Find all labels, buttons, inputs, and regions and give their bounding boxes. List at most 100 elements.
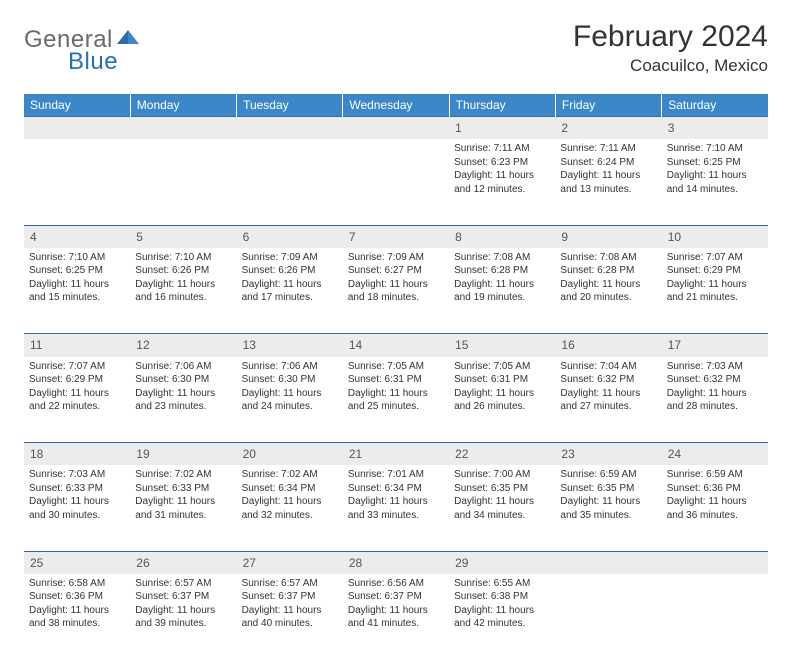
day-number: 4: [24, 225, 130, 248]
weekday-header: Tuesday: [237, 94, 343, 117]
day-details: [24, 139, 130, 225]
day-number: 2: [555, 117, 661, 140]
sunrise-text: Sunrise: 7:00 AM: [454, 468, 550, 482]
daylight-text: Daylight: 11 hours and 27 minutes.: [560, 387, 656, 414]
day-number: 13: [237, 334, 343, 357]
daylight-text: Daylight: 11 hours and 39 minutes.: [135, 604, 231, 631]
detail-row: Sunrise: 7:07 AMSunset: 6:29 PMDaylight:…: [24, 357, 768, 443]
day-number: 11: [24, 334, 130, 357]
daynum-row: 45678910: [24, 225, 768, 248]
sunrise-text: Sunrise: 7:03 AM: [29, 468, 125, 482]
daylight-text: Daylight: 11 hours and 42 minutes.: [454, 604, 550, 631]
sunset-text: Sunset: 6:30 PM: [242, 373, 338, 387]
brand-triangle-icon: [117, 28, 139, 46]
sunset-text: Sunset: 6:27 PM: [348, 264, 444, 278]
daylight-text: Daylight: 11 hours and 18 minutes.: [348, 278, 444, 305]
detail-row: Sunrise: 7:03 AMSunset: 6:33 PMDaylight:…: [24, 465, 768, 551]
sunset-text: Sunset: 6:26 PM: [135, 264, 231, 278]
sunset-text: Sunset: 6:36 PM: [667, 482, 763, 496]
day-details: [343, 139, 449, 225]
day-number: 6: [237, 225, 343, 248]
sunrise-text: Sunrise: 7:09 AM: [348, 251, 444, 265]
daynum-row: 18192021222324: [24, 443, 768, 466]
daylight-text: Daylight: 11 hours and 12 minutes.: [454, 169, 550, 196]
sunrise-text: Sunrise: 7:10 AM: [135, 251, 231, 265]
day-number: 1: [449, 117, 555, 140]
daylight-text: Daylight: 11 hours and 13 minutes.: [560, 169, 656, 196]
sunset-text: Sunset: 6:33 PM: [135, 482, 231, 496]
sunrise-text: Sunrise: 7:11 AM: [454, 142, 550, 156]
sunrise-text: Sunrise: 7:10 AM: [29, 251, 125, 265]
sunrise-text: Sunrise: 6:56 AM: [348, 577, 444, 591]
day-details: Sunrise: 7:03 AMSunset: 6:32 PMDaylight:…: [662, 357, 768, 443]
day-details: Sunrise: 7:11 AMSunset: 6:24 PMDaylight:…: [555, 139, 661, 225]
day-details: [130, 139, 236, 225]
daylight-text: Daylight: 11 hours and 16 minutes.: [135, 278, 231, 305]
day-details: Sunrise: 6:59 AMSunset: 6:35 PMDaylight:…: [555, 465, 661, 551]
sunrise-text: Sunrise: 7:02 AM: [242, 468, 338, 482]
daylight-text: Daylight: 11 hours and 15 minutes.: [29, 278, 125, 305]
day-details: Sunrise: 6:57 AMSunset: 6:37 PMDaylight:…: [130, 574, 236, 660]
day-number: 25: [24, 551, 130, 574]
daylight-text: Daylight: 11 hours and 28 minutes.: [667, 387, 763, 414]
day-number: 10: [662, 225, 768, 248]
day-number: 5: [130, 225, 236, 248]
sunrise-text: Sunrise: 7:08 AM: [454, 251, 550, 265]
day-number: [130, 117, 236, 140]
page-title: February 2024: [573, 20, 768, 54]
brand-name-2: Blue: [68, 48, 118, 75]
daylight-text: Daylight: 11 hours and 20 minutes.: [560, 278, 656, 305]
sunset-text: Sunset: 6:36 PM: [29, 590, 125, 604]
weekday-header: Wednesday: [343, 94, 449, 117]
day-number: 9: [555, 225, 661, 248]
daylight-text: Daylight: 11 hours and 41 minutes.: [348, 604, 444, 631]
daylight-text: Daylight: 11 hours and 32 minutes.: [242, 495, 338, 522]
sunrise-text: Sunrise: 7:06 AM: [135, 360, 231, 374]
daylight-text: Daylight: 11 hours and 33 minutes.: [348, 495, 444, 522]
daylight-text: Daylight: 11 hours and 14 minutes.: [667, 169, 763, 196]
daylight-text: Daylight: 11 hours and 24 minutes.: [242, 387, 338, 414]
day-number: [343, 117, 449, 140]
day-details: Sunrise: 7:02 AMSunset: 6:34 PMDaylight:…: [237, 465, 343, 551]
weekday-header-row: Sunday Monday Tuesday Wednesday Thursday…: [24, 94, 768, 117]
day-details: Sunrise: 6:56 AMSunset: 6:37 PMDaylight:…: [343, 574, 449, 660]
sunset-text: Sunset: 6:33 PM: [29, 482, 125, 496]
sunrise-text: Sunrise: 7:07 AM: [29, 360, 125, 374]
day-details: Sunrise: 7:06 AMSunset: 6:30 PMDaylight:…: [130, 357, 236, 443]
day-number: 23: [555, 443, 661, 466]
day-number: [237, 117, 343, 140]
daynum-row: 11121314151617: [24, 334, 768, 357]
day-details: [237, 139, 343, 225]
day-number: 22: [449, 443, 555, 466]
sunset-text: Sunset: 6:34 PM: [242, 482, 338, 496]
day-details: Sunrise: 6:55 AMSunset: 6:38 PMDaylight:…: [449, 574, 555, 660]
daylight-text: Daylight: 11 hours and 34 minutes.: [454, 495, 550, 522]
daylight-text: Daylight: 11 hours and 31 minutes.: [135, 495, 231, 522]
sunset-text: Sunset: 6:34 PM: [348, 482, 444, 496]
day-number: 7: [343, 225, 449, 248]
detail-row: Sunrise: 7:11 AMSunset: 6:23 PMDaylight:…: [24, 139, 768, 225]
daylight-text: Daylight: 11 hours and 22 minutes.: [29, 387, 125, 414]
day-details: Sunrise: 7:05 AMSunset: 6:31 PMDaylight:…: [343, 357, 449, 443]
daylight-text: Daylight: 11 hours and 36 minutes.: [667, 495, 763, 522]
sunrise-text: Sunrise: 6:59 AM: [560, 468, 656, 482]
day-number: 16: [555, 334, 661, 357]
daylight-text: Daylight: 11 hours and 35 minutes.: [560, 495, 656, 522]
day-details: Sunrise: 7:10 AMSunset: 6:25 PMDaylight:…: [24, 248, 130, 334]
sunrise-text: Sunrise: 6:57 AM: [242, 577, 338, 591]
sunset-text: Sunset: 6:35 PM: [454, 482, 550, 496]
day-number: 19: [130, 443, 236, 466]
sunset-text: Sunset: 6:37 PM: [348, 590, 444, 604]
daylight-text: Daylight: 11 hours and 30 minutes.: [29, 495, 125, 522]
daylight-text: Daylight: 11 hours and 26 minutes.: [454, 387, 550, 414]
sunrise-text: Sunrise: 7:08 AM: [560, 251, 656, 265]
daylight-text: Daylight: 11 hours and 38 minutes.: [29, 604, 125, 631]
sunrise-text: Sunrise: 6:55 AM: [454, 577, 550, 591]
day-number: [555, 551, 661, 574]
day-details: Sunrise: 7:00 AMSunset: 6:35 PMDaylight:…: [449, 465, 555, 551]
header: General Blue February 2024 Coacuilco, Me…: [24, 20, 768, 76]
day-number: 12: [130, 334, 236, 357]
day-details: Sunrise: 7:09 AMSunset: 6:27 PMDaylight:…: [343, 248, 449, 334]
sunset-text: Sunset: 6:37 PM: [135, 590, 231, 604]
sunset-text: Sunset: 6:38 PM: [454, 590, 550, 604]
